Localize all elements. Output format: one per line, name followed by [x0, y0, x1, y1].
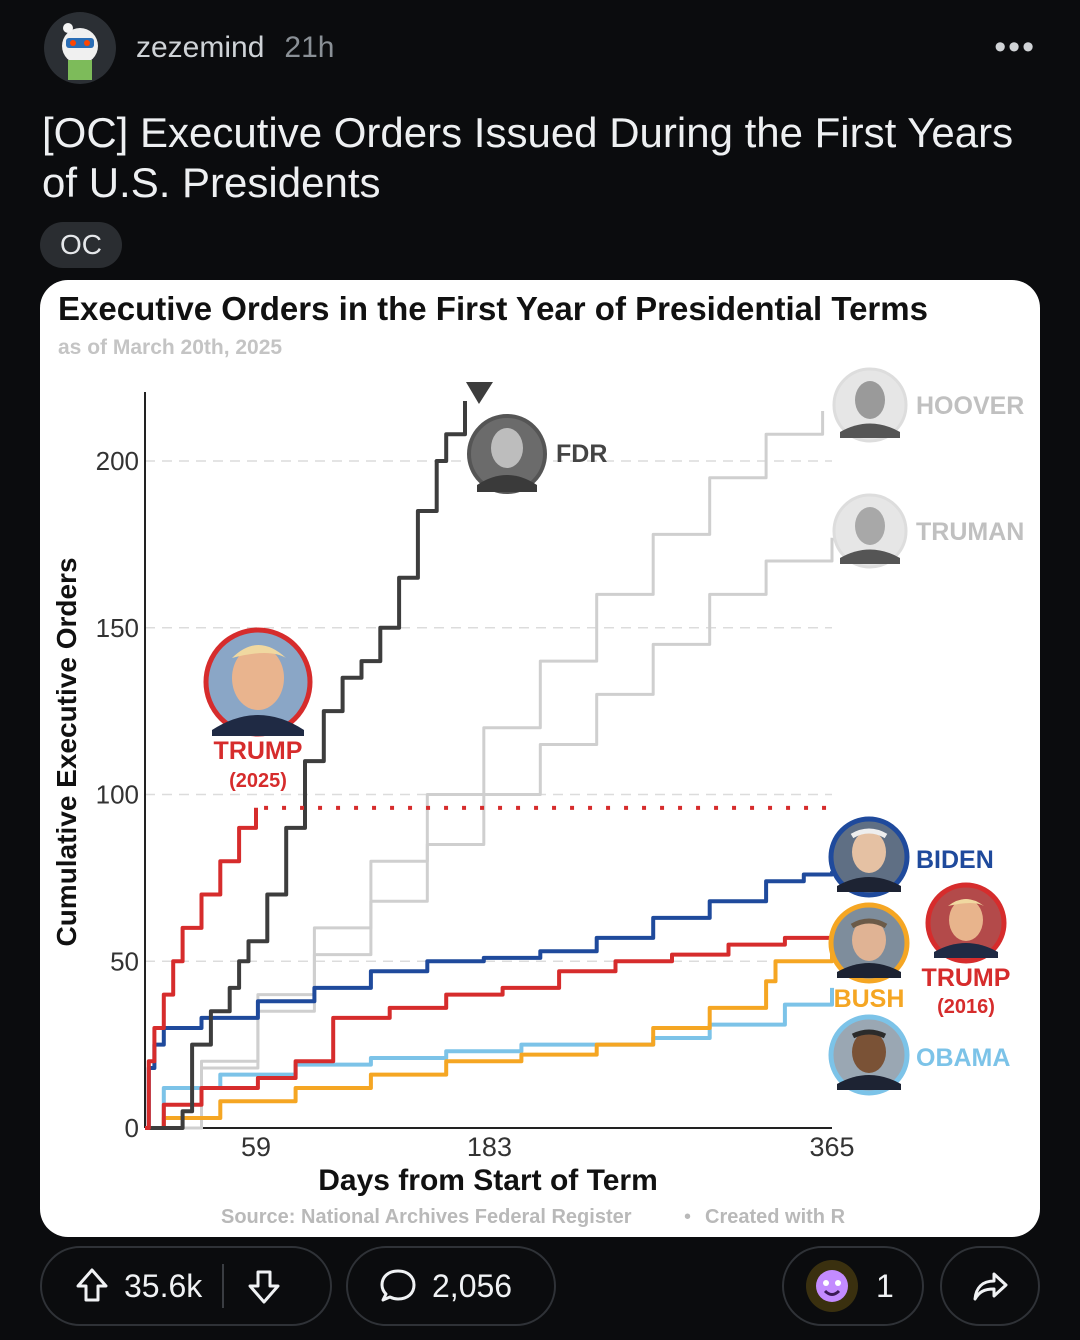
- label-obama: OBAMA: [916, 1044, 1010, 1072]
- label-fdr: FDR: [556, 440, 607, 468]
- award-icon: [806, 1260, 858, 1312]
- portrait-biden: [828, 816, 910, 898]
- vote-pill: 35.6k: [40, 1246, 332, 1326]
- series-line-biden: [145, 871, 834, 1130]
- y-tick-label: 0: [125, 1113, 139, 1143]
- share-arrow-icon: [973, 1272, 1008, 1301]
- label-bush: BUSH: [834, 985, 905, 1013]
- chart-subtitle: as of March 20th, 2025: [58, 336, 282, 359]
- label-trump-2025: TRUMP: [214, 737, 303, 765]
- series-line-trump-2016: [145, 934, 834, 1130]
- series-line-fdr: [145, 401, 467, 1130]
- vote-divider: [222, 1264, 225, 1308]
- source-separator: •: [684, 1206, 691, 1228]
- portrait-hoover: [832, 367, 908, 443]
- username[interactable]: zezemind: [136, 31, 265, 64]
- y-tick-label: 150: [96, 613, 139, 643]
- post-header: zezemind 21h: [44, 12, 334, 84]
- post-title[interactable]: [OC] Executive Orders Issued During the …: [42, 109, 1014, 206]
- fdr-arrowhead: [465, 382, 493, 404]
- x-tick-label: 183: [467, 1132, 512, 1162]
- award-button[interactable]: 1: [782, 1246, 924, 1326]
- y-tick-label: 100: [96, 780, 139, 810]
- y-tick-label: 50: [110, 946, 139, 976]
- x-tick-label: 59: [241, 1132, 271, 1162]
- series-lines: [145, 401, 834, 1130]
- label-trump-2025-year: (2025): [229, 770, 287, 792]
- marks: [264, 382, 832, 810]
- chart: Executive Orders in the First Year of Pr…: [51, 290, 1024, 1228]
- x-axis-label: Days from Start of Term: [318, 1164, 658, 1197]
- portrait-bush: [828, 902, 910, 984]
- source-note: Source: National Archives Federal Regist…: [221, 1206, 632, 1228]
- portrait-fdr: [467, 414, 547, 494]
- series-line-bush: [145, 947, 834, 1130]
- y-axis-label: Cumulative Executive Orders: [51, 557, 82, 946]
- label-trump-2016: TRUMP: [922, 964, 1011, 992]
- label-trump-2016-year: (2016): [937, 996, 995, 1018]
- label-biden: BIDEN: [916, 846, 994, 874]
- more-options-icon[interactable]: •••: [994, 28, 1036, 66]
- avatar[interactable]: [44, 12, 116, 84]
- award-count: 1: [876, 1267, 894, 1304]
- share-button[interactable]: [940, 1246, 1040, 1326]
- label-truman: TRUMAN: [916, 518, 1024, 546]
- comments-button[interactable]: 2,056: [346, 1246, 556, 1326]
- comment-bubble-icon: [380, 1269, 416, 1302]
- chart-title: Executive Orders in the First Year of Pr…: [58, 290, 928, 327]
- chart-image-card[interactable]: Executive Orders in the First Year of Pr…: [40, 280, 1040, 1237]
- axes: 0 50 100 150 200 59 183 365: [96, 392, 855, 1162]
- series-line-obama: [145, 987, 834, 1130]
- portrait-trump-2025: [203, 627, 313, 737]
- downvote-arrow-icon[interactable]: [244, 1266, 284, 1306]
- post-flair[interactable]: OC: [40, 222, 122, 268]
- x-tick-label: 365: [809, 1132, 854, 1162]
- post-time: 21h: [284, 31, 335, 64]
- label-hoover: HOOVER: [916, 392, 1024, 420]
- portrait-obama: [828, 1014, 910, 1096]
- series-line-trump-2025: [145, 807, 258, 1130]
- upvote-arrow-icon[interactable]: [72, 1266, 112, 1306]
- portrait-truman: [832, 493, 908, 569]
- post-actions-bar: 35.6k 2,056 1: [0, 1246, 1080, 1330]
- upvote-count: 35.6k: [124, 1267, 203, 1304]
- y-tick-label: 200: [96, 446, 139, 476]
- comment-count: 2,056: [432, 1267, 513, 1304]
- credit-note: Created with R: [705, 1206, 846, 1228]
- portrait-trump-2016: [925, 882, 1007, 964]
- series-line-truman: [145, 537, 834, 1130]
- series-line-hoover: [145, 411, 825, 1130]
